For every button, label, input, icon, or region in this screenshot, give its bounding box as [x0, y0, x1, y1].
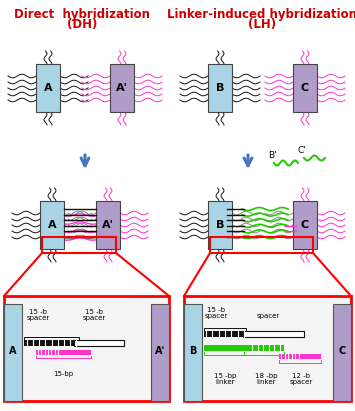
Bar	[96, 201, 120, 249]
Text: C': C'	[298, 146, 307, 155]
Text: A: A	[44, 83, 52, 93]
Bar	[210, 237, 313, 253]
Text: A': A'	[116, 83, 128, 93]
Bar	[184, 296, 351, 401]
Text: B: B	[189, 346, 197, 356]
Text: spacer: spacer	[289, 379, 313, 385]
Bar	[42, 237, 116, 253]
Text: 15 -b: 15 -b	[85, 309, 103, 315]
Text: 12 -b: 12 -b	[292, 373, 310, 379]
Text: (DH): (DH)	[67, 18, 97, 31]
Text: B: B	[216, 220, 224, 230]
Text: B: B	[216, 83, 224, 93]
Text: spacer: spacer	[82, 315, 106, 321]
Text: C: C	[338, 346, 346, 356]
Text: A': A'	[155, 346, 165, 356]
Bar	[204, 345, 284, 351]
Bar	[208, 64, 232, 112]
Bar	[74, 340, 124, 346]
Text: spacer: spacer	[256, 313, 280, 319]
Text: B': B'	[268, 151, 277, 160]
Text: Direct  hybridization: Direct hybridization	[14, 8, 150, 21]
Bar	[293, 201, 317, 249]
Bar	[184, 304, 202, 401]
Text: 15 -bp: 15 -bp	[214, 373, 236, 379]
Text: Linker-induced hybridization: Linker-induced hybridization	[167, 8, 355, 21]
Text: 15 -b: 15 -b	[29, 309, 47, 315]
Bar	[243, 331, 304, 337]
Bar	[333, 304, 351, 401]
Text: A': A'	[102, 220, 114, 230]
Text: linker: linker	[256, 379, 276, 385]
Text: 18 -bp: 18 -bp	[255, 373, 277, 379]
Text: 15-bp: 15-bp	[53, 371, 73, 377]
Bar	[36, 350, 91, 355]
Bar	[36, 64, 60, 112]
Bar	[208, 201, 232, 249]
Text: A: A	[9, 346, 17, 356]
Bar	[4, 304, 22, 401]
Bar	[24, 340, 79, 346]
Text: spacer: spacer	[26, 315, 50, 321]
Bar	[4, 296, 169, 401]
Bar	[151, 304, 169, 401]
Text: spacer: spacer	[204, 313, 228, 319]
Bar	[110, 64, 134, 112]
Text: 15 -b: 15 -b	[207, 307, 225, 313]
Text: C: C	[301, 220, 309, 230]
Bar	[279, 354, 321, 359]
Text: C: C	[301, 83, 309, 93]
Bar	[204, 331, 246, 337]
Bar	[293, 64, 317, 112]
Text: (LH): (LH)	[248, 18, 276, 31]
Text: linker: linker	[215, 379, 235, 385]
Text: A: A	[48, 220, 56, 230]
Bar	[40, 201, 64, 249]
